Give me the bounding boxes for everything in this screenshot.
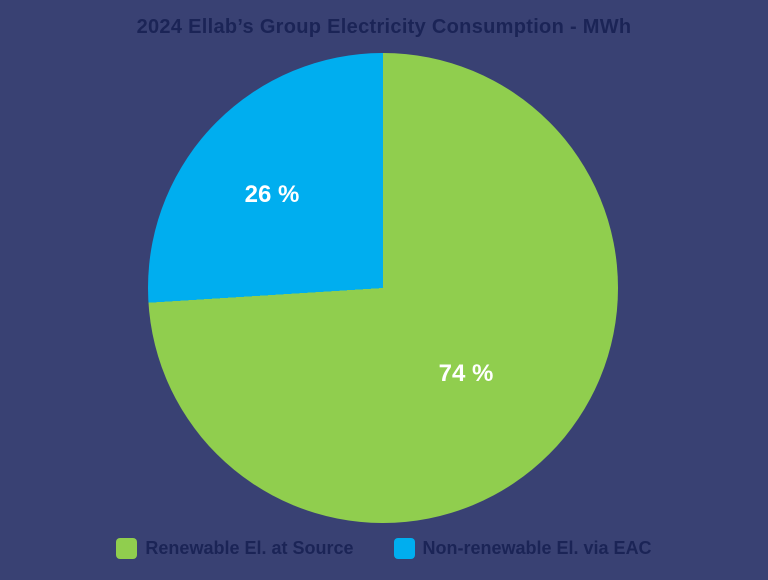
legend-swatch-renewable	[116, 538, 138, 559]
legend-label-renewable: Renewable El. at Source	[145, 538, 354, 558]
pie-plot: 74 % 26 %	[148, 53, 618, 523]
legend: Renewable El. at Source Non-renewable El…	[0, 538, 768, 559]
slice-label-renewable: 74 %	[438, 360, 494, 387]
slice-label-nonrenewable: 26 %	[244, 181, 300, 208]
legend-swatch-nonrenewable	[393, 538, 415, 559]
chart-title: 2024 Ellab’s Group Electricity Consumpti…	[136, 16, 632, 38]
legend-item-renewable: Renewable El. at Source	[116, 538, 354, 559]
legend-item-nonrenewable: Non-renewable El. via EAC	[393, 538, 652, 559]
legend-label-nonrenewable: Non-renewable El. via EAC	[422, 538, 652, 558]
